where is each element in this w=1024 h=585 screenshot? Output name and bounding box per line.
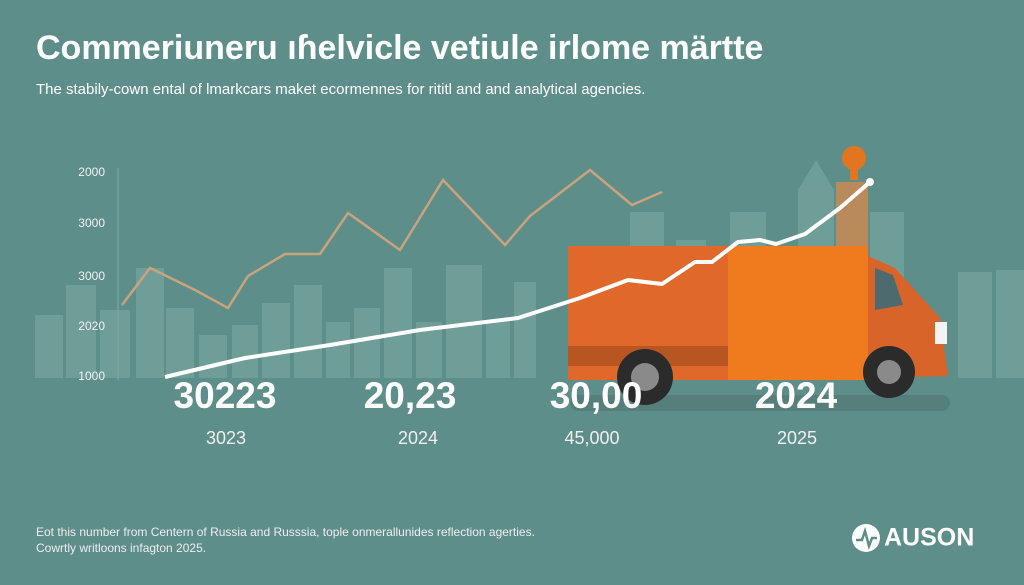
axis-label: 3000: [78, 216, 105, 230]
axis-label: 2000: [78, 165, 105, 179]
title: Commeriuneru ıɦelvicle vetiule irlome mä…: [36, 29, 763, 67]
truck-illustration: [568, 146, 950, 411]
axis-label: 2020: [78, 319, 105, 333]
figure-value: 2024: [755, 375, 838, 416]
line-end-dot: [866, 178, 874, 186]
figure-value: 30223: [174, 375, 277, 416]
trend-line: [121, 168, 663, 310]
axis-label: 1000: [78, 369, 105, 383]
logo: AUSON: [852, 524, 974, 552]
figure-value: 30,00: [550, 375, 643, 416]
footer-line: Eot this number from Centern of Russia a…: [36, 525, 535, 539]
logo-text: AUSON: [884, 524, 974, 552]
figure-label: 3023: [206, 428, 246, 448]
growth-line: [164, 180, 872, 379]
subtitle: The stabily-cown ental of lmarkcars make…: [36, 81, 645, 98]
figure-label: 2025: [777, 428, 817, 448]
figure-value: 20,23: [364, 375, 457, 416]
axis-label: 3000: [78, 269, 105, 283]
figure-label: 45,000: [564, 428, 619, 448]
figure-label: 2024: [398, 428, 438, 448]
footer-line: Cowrtly writloons infagton 2025.: [36, 541, 206, 555]
